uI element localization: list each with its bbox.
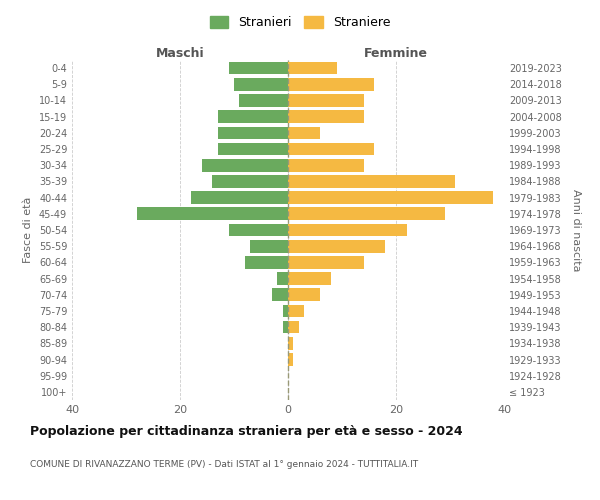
Bar [239, 94, 288, 107]
Bar [283, 304, 288, 318]
Bar [288, 353, 293, 366]
Bar [277, 272, 288, 285]
Bar [288, 337, 293, 349]
Bar [288, 62, 337, 74]
Legend: Stranieri, Straniere: Stranieri, Straniere [205, 11, 395, 34]
Bar [245, 256, 288, 268]
Bar [218, 126, 288, 139]
Y-axis label: Anni di nascita: Anni di nascita [571, 188, 581, 271]
Bar [288, 272, 331, 285]
Text: Popolazione per cittadinanza straniera per età e sesso - 2024: Popolazione per cittadinanza straniera p… [30, 425, 463, 438]
Text: Maschi: Maschi [155, 47, 205, 60]
Y-axis label: Fasce di età: Fasce di età [23, 197, 33, 263]
Bar [288, 78, 374, 90]
Bar [288, 240, 385, 252]
Text: COMUNE DI RIVANAZZANO TERME (PV) - Dati ISTAT al 1° gennaio 2024 - TUTTITALIA.IT: COMUNE DI RIVANAZZANO TERME (PV) - Dati … [30, 460, 418, 469]
Bar [137, 208, 288, 220]
Bar [288, 142, 374, 156]
Bar [218, 110, 288, 123]
Bar [288, 288, 320, 301]
Bar [288, 256, 364, 268]
Bar [288, 175, 455, 188]
Bar [288, 321, 299, 334]
Bar [288, 110, 364, 123]
Bar [250, 240, 288, 252]
Bar [229, 62, 288, 74]
Bar [288, 192, 493, 204]
Bar [283, 321, 288, 334]
Bar [191, 192, 288, 204]
Bar [229, 224, 288, 236]
Bar [218, 142, 288, 156]
Bar [288, 126, 320, 139]
Bar [272, 288, 288, 301]
Bar [202, 159, 288, 172]
Bar [288, 94, 364, 107]
Text: Femmine: Femmine [364, 47, 428, 60]
Bar [288, 224, 407, 236]
Bar [212, 175, 288, 188]
Bar [288, 304, 304, 318]
Bar [234, 78, 288, 90]
Bar [288, 208, 445, 220]
Bar [288, 159, 364, 172]
